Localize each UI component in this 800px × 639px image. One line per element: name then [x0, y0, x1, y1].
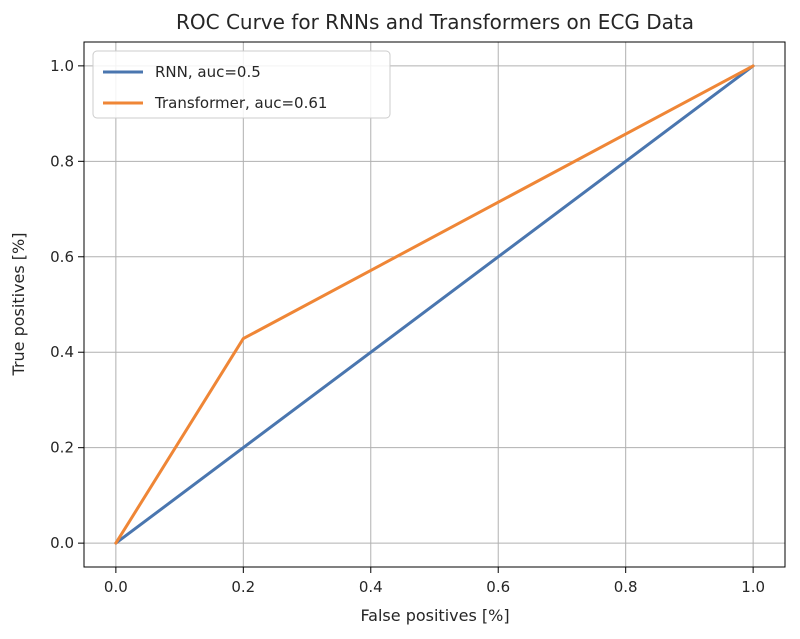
x-tick-label: 0.0 — [104, 578, 128, 596]
x-tick-label: 0.6 — [486, 578, 510, 596]
x-tick-label: 0.4 — [359, 578, 383, 596]
series-line-rnn — [114, 64, 755, 545]
axis-ticks: 0.0 0.2 0.4 0.6 0.8 1.0 0.0 0.2 0.4 0.6 0.8 1.0 — [50, 57, 765, 596]
y-tick-label: 0.8 — [50, 152, 74, 170]
y-tick-label: 0.4 — [50, 343, 74, 361]
y-tick-label: 1.0 — [50, 57, 74, 75]
legend-label: Transformer, auc=0.61 — [154, 94, 327, 112]
x-tick-label: 0.2 — [231, 578, 255, 596]
plot-frame — [83, 41, 786, 568]
y-tick-label: 0.2 — [50, 439, 74, 457]
x-tick-label: 0.8 — [614, 578, 638, 596]
chart-title: ROC Curve for RNNs and Transformers on E… — [176, 10, 694, 34]
y-tick-label: 0.6 — [50, 248, 74, 266]
grid-lines — [84, 42, 785, 567]
x-tick-label: 1.0 — [741, 578, 765, 596]
legend: RNN, auc=0.5 Transformer, auc=0.61 — [92, 50, 391, 119]
legend-label: RNN, auc=0.5 — [155, 63, 261, 81]
x-axis-label: False positives [%] — [360, 606, 509, 625]
legend-box — [92, 50, 391, 119]
y-tick-label: 0.0 — [50, 534, 74, 552]
series-lines — [114, 64, 755, 545]
y-axis-label: True positives [%] — [9, 233, 28, 377]
series-line-transformer — [114, 64, 755, 545]
